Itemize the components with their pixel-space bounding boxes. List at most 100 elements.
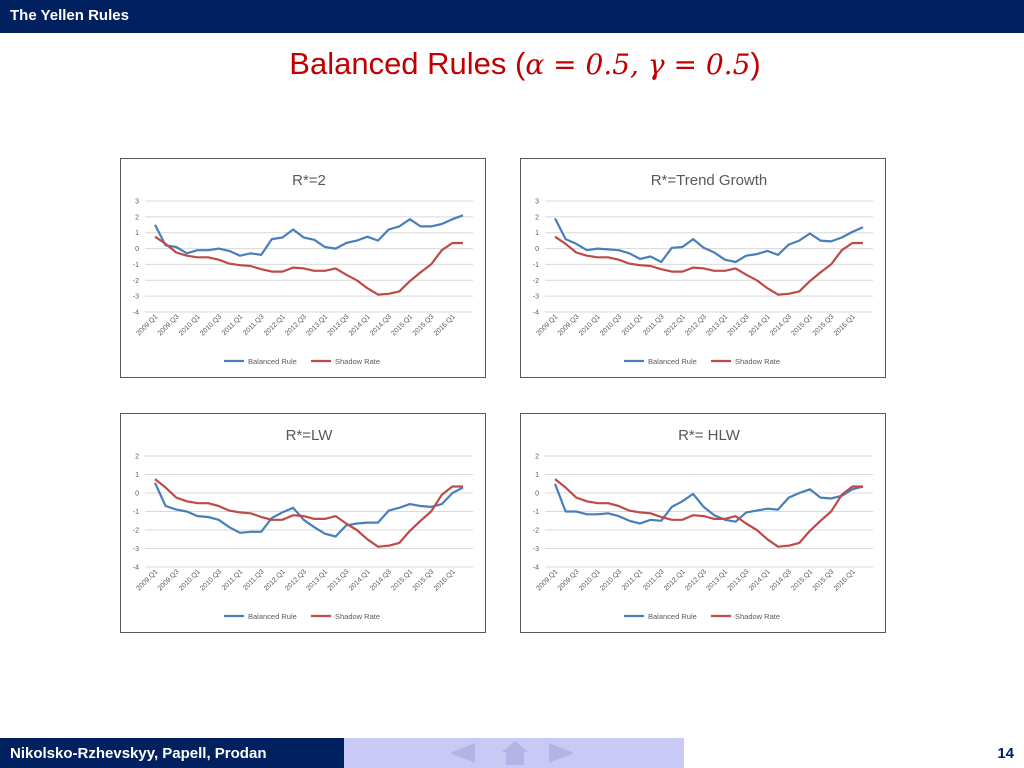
x-tick-label: 2011.Q1 bbox=[621, 313, 645, 337]
x-tick-label: 2016.Q1 bbox=[433, 313, 457, 337]
y-tick-label: -4 bbox=[133, 310, 139, 317]
x-tick-label: 2011.Q3 bbox=[642, 313, 666, 337]
x-tick-label: 2012.Q3 bbox=[284, 313, 308, 337]
x-tick-label: 2016.Q1 bbox=[833, 568, 857, 592]
chart-svg: R*=Trend Growth 3 2 1 0 -1 -2 -3 -42009.Q12009.Q… bbox=[533, 172, 873, 366]
x-tick-label: 2013.Q3 bbox=[727, 313, 751, 337]
y-tick-label: 2 bbox=[135, 454, 139, 461]
y-tick-label: -1 bbox=[533, 262, 539, 269]
x-tick-label: 2012.Q1 bbox=[263, 313, 287, 337]
y-tick-label: 2 bbox=[535, 214, 539, 221]
y-tick-label: 1 bbox=[135, 472, 139, 479]
x-tick-label: 2013.Q3 bbox=[327, 313, 351, 337]
footer-authors-block: Nikolsko-Rzhevskyy, Papell, Prodan bbox=[0, 738, 344, 768]
x-tick-label: 2013.Q1 bbox=[305, 313, 329, 337]
chart-title: R*= HLW bbox=[678, 427, 741, 444]
x-tick-label: 2011.Q3 bbox=[242, 568, 266, 592]
legend-label: Shadow Rate bbox=[735, 357, 780, 366]
legend-label: Balanced Rule bbox=[248, 612, 297, 621]
chart-r-star-hlw: R*= HLW 2 1 0 -1 -2 -3 -4 2009.Q1 2009.Q3 2010.Q1 2… bbox=[520, 413, 886, 633]
x-tick-label: 2012.Q1 bbox=[663, 568, 687, 592]
x-tick-label: 2015.Q1 bbox=[790, 568, 814, 592]
x-tick-label: 2014.Q3 bbox=[369, 313, 393, 337]
y-tick-label: -3 bbox=[133, 546, 139, 553]
shadow-rate-line bbox=[554, 235, 863, 296]
x-tick-label: 2009.Q3 bbox=[557, 568, 581, 592]
x-tick-label: 2013.Q3 bbox=[727, 568, 751, 592]
x-tick-label: 2009.Q3 bbox=[157, 313, 181, 337]
x-tick-label: 2014.Q1 bbox=[748, 313, 772, 337]
footer-authors: Nikolsko-Rzhevskyy, Papell, Prodan bbox=[10, 745, 267, 762]
y-tick-label: 1 bbox=[535, 230, 539, 237]
x-tick-label: 2009.Q1 bbox=[135, 568, 159, 592]
x-tick-label: 2013.Q1 bbox=[705, 568, 729, 592]
x-tick-label: 2014.Q3 bbox=[769, 568, 793, 592]
x-tick-label: 2010.Q3 bbox=[199, 313, 223, 337]
balanced-rule-line bbox=[554, 217, 864, 264]
x-tick-label: 2014.Q1 bbox=[348, 313, 372, 337]
y-tick-label: -2 bbox=[133, 528, 139, 535]
y-tick-label: 0 bbox=[535, 246, 539, 253]
x-tick-label: 2015.Q3 bbox=[812, 568, 836, 592]
x-tick-label: 2009.Q3 bbox=[557, 313, 581, 337]
x-tick-label: 2009.Q3 bbox=[157, 568, 181, 592]
slide-title-math: α = 0.5, γ = 0.5 bbox=[525, 48, 751, 81]
x-tick-label: 2015.Q3 bbox=[412, 568, 436, 592]
x-tick-label: 2011.Q3 bbox=[642, 568, 666, 592]
x-tick-label: 2010.Q1 bbox=[178, 568, 202, 592]
chart-r-star-2: R*=2 3 2 1 0 -1 -2 -3 -4 2009.Q1 2009.Q3 2010.Q1 201… bbox=[120, 158, 486, 378]
slide-title-close: ) bbox=[750, 46, 761, 81]
chart-svg: R*=LW210-1-2-3-42009.Q12009.Q32010.Q1201… bbox=[133, 427, 473, 621]
x-tick-label: 2011.Q1 bbox=[221, 568, 245, 592]
x-tick-label: 2011.Q3 bbox=[242, 313, 266, 337]
legend-label: Balanced Rule bbox=[248, 357, 297, 366]
chart-svg: R*= HLW210-1-2-3-42009.Q12009.Q32010.Q12… bbox=[533, 427, 873, 621]
x-tick-label: 2015.Q3 bbox=[812, 313, 836, 337]
x-tick-label: 2014.Q1 bbox=[348, 568, 372, 592]
x-tick-label: 2010.Q3 bbox=[599, 313, 623, 337]
chart-r-star-lw: R*=LW 2 1 0 -1 -2 -3 -4 2009.Q1 2009.Q3 2010.Q1 201… bbox=[120, 413, 486, 633]
nav-previous-icon[interactable] bbox=[450, 743, 475, 763]
legend-label: Shadow Rate bbox=[735, 612, 780, 621]
y-tick-label: -4 bbox=[533, 310, 539, 317]
shadow-rate-line bbox=[154, 478, 463, 548]
x-tick-label: 2013.Q1 bbox=[705, 313, 729, 337]
legend-label: Shadow Rate bbox=[335, 612, 380, 621]
y-tick-label: -2 bbox=[133, 278, 139, 285]
x-tick-label: 2009.Q1 bbox=[535, 568, 559, 592]
slide-title-text: Balanced Rules ( bbox=[289, 46, 526, 81]
x-tick-label: 2010.Q1 bbox=[578, 313, 602, 337]
x-tick-label: 2009.Q1 bbox=[535, 313, 559, 337]
x-tick-label: 2014.Q3 bbox=[369, 568, 393, 592]
footer-bar: Nikolsko-Rzhevskyy, Papell, Prodan 14 bbox=[0, 738, 1024, 768]
legend-label: Shadow Rate bbox=[335, 357, 380, 366]
x-tick-label: 2015.Q1 bbox=[790, 313, 814, 337]
x-tick-label: 2011.Q1 bbox=[221, 313, 245, 337]
nav-home-icon[interactable] bbox=[502, 741, 528, 765]
footer-navigation bbox=[344, 738, 684, 768]
y-tick-label: -1 bbox=[533, 509, 539, 516]
x-tick-label: 2010.Q3 bbox=[199, 568, 223, 592]
y-tick-label: 3 bbox=[535, 199, 539, 206]
x-tick-label: 2013.Q1 bbox=[305, 568, 329, 592]
y-tick-label: -4 bbox=[133, 565, 139, 572]
y-tick-label: -1 bbox=[133, 509, 139, 516]
x-tick-label: 2010.Q1 bbox=[178, 313, 202, 337]
nav-next-icon[interactable] bbox=[549, 743, 574, 763]
x-tick-label: 2014.Q3 bbox=[769, 313, 793, 337]
header-title: The Yellen Rules bbox=[10, 7, 129, 24]
balanced-rule-line bbox=[153, 482, 464, 538]
legend-label: Balanced Rule bbox=[648, 612, 697, 621]
y-tick-label: 1 bbox=[135, 230, 139, 237]
x-tick-label: 2016.Q1 bbox=[433, 568, 457, 592]
x-tick-label: 2015.Q3 bbox=[412, 313, 436, 337]
y-tick-label: 3 bbox=[135, 199, 139, 206]
chart-svg: R*=23210-1-2-3-42009.Q12009.Q32010.Q1201… bbox=[133, 172, 473, 366]
y-tick-label: -2 bbox=[533, 528, 539, 535]
x-tick-label: 2015.Q1 bbox=[390, 568, 414, 592]
x-tick-label: 2010.Q3 bbox=[599, 568, 623, 592]
x-tick-label: 2015.Q1 bbox=[390, 313, 414, 337]
x-tick-label: 2012.Q3 bbox=[684, 313, 708, 337]
x-tick-label: 2012.Q3 bbox=[684, 568, 708, 592]
x-tick-label: 2012.Q1 bbox=[263, 568, 287, 592]
